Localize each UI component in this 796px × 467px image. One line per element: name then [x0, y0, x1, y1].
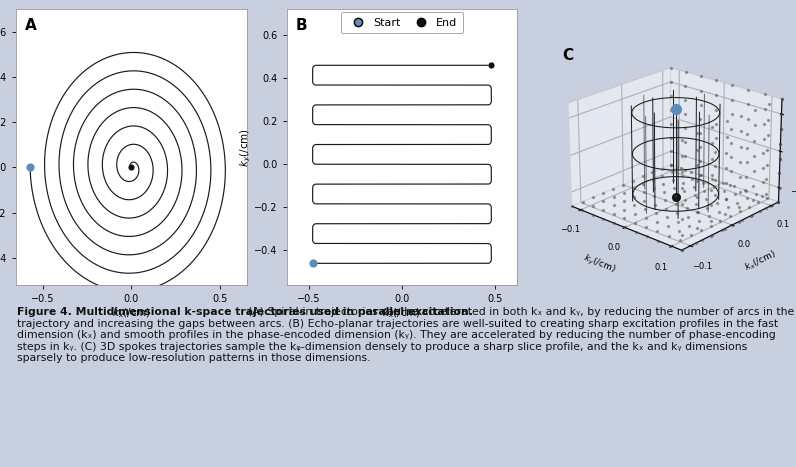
Point — [485, 62, 498, 69]
Point — [306, 260, 319, 267]
Point — [125, 164, 138, 171]
Text: (A) Spiral-in trajectories can be accelerated in both kₓ and kᵧ, by reducing the: (A) Spiral-in trajectories can be accele… — [18, 307, 794, 363]
Text: B: B — [296, 18, 307, 33]
Text: C: C — [562, 48, 573, 63]
Text: Figure 4. Multidimensional k-space trajectories used in parallel excitation.: Figure 4. Multidimensional k-space traje… — [18, 307, 474, 317]
X-axis label: $k_x$(/cm): $k_x$(/cm) — [111, 307, 151, 320]
Legend: Start, End: Start, End — [341, 12, 463, 33]
X-axis label: $k_x$(/cm): $k_x$(/cm) — [382, 307, 422, 320]
Text: A: A — [25, 18, 37, 33]
Y-axis label: $k_x$(/cm): $k_x$(/cm) — [742, 248, 778, 274]
Point — [24, 164, 37, 171]
X-axis label: $k_y$(/cm): $k_y$(/cm) — [581, 252, 618, 277]
Y-axis label: $k_y$(/cm): $k_y$(/cm) — [238, 127, 252, 167]
